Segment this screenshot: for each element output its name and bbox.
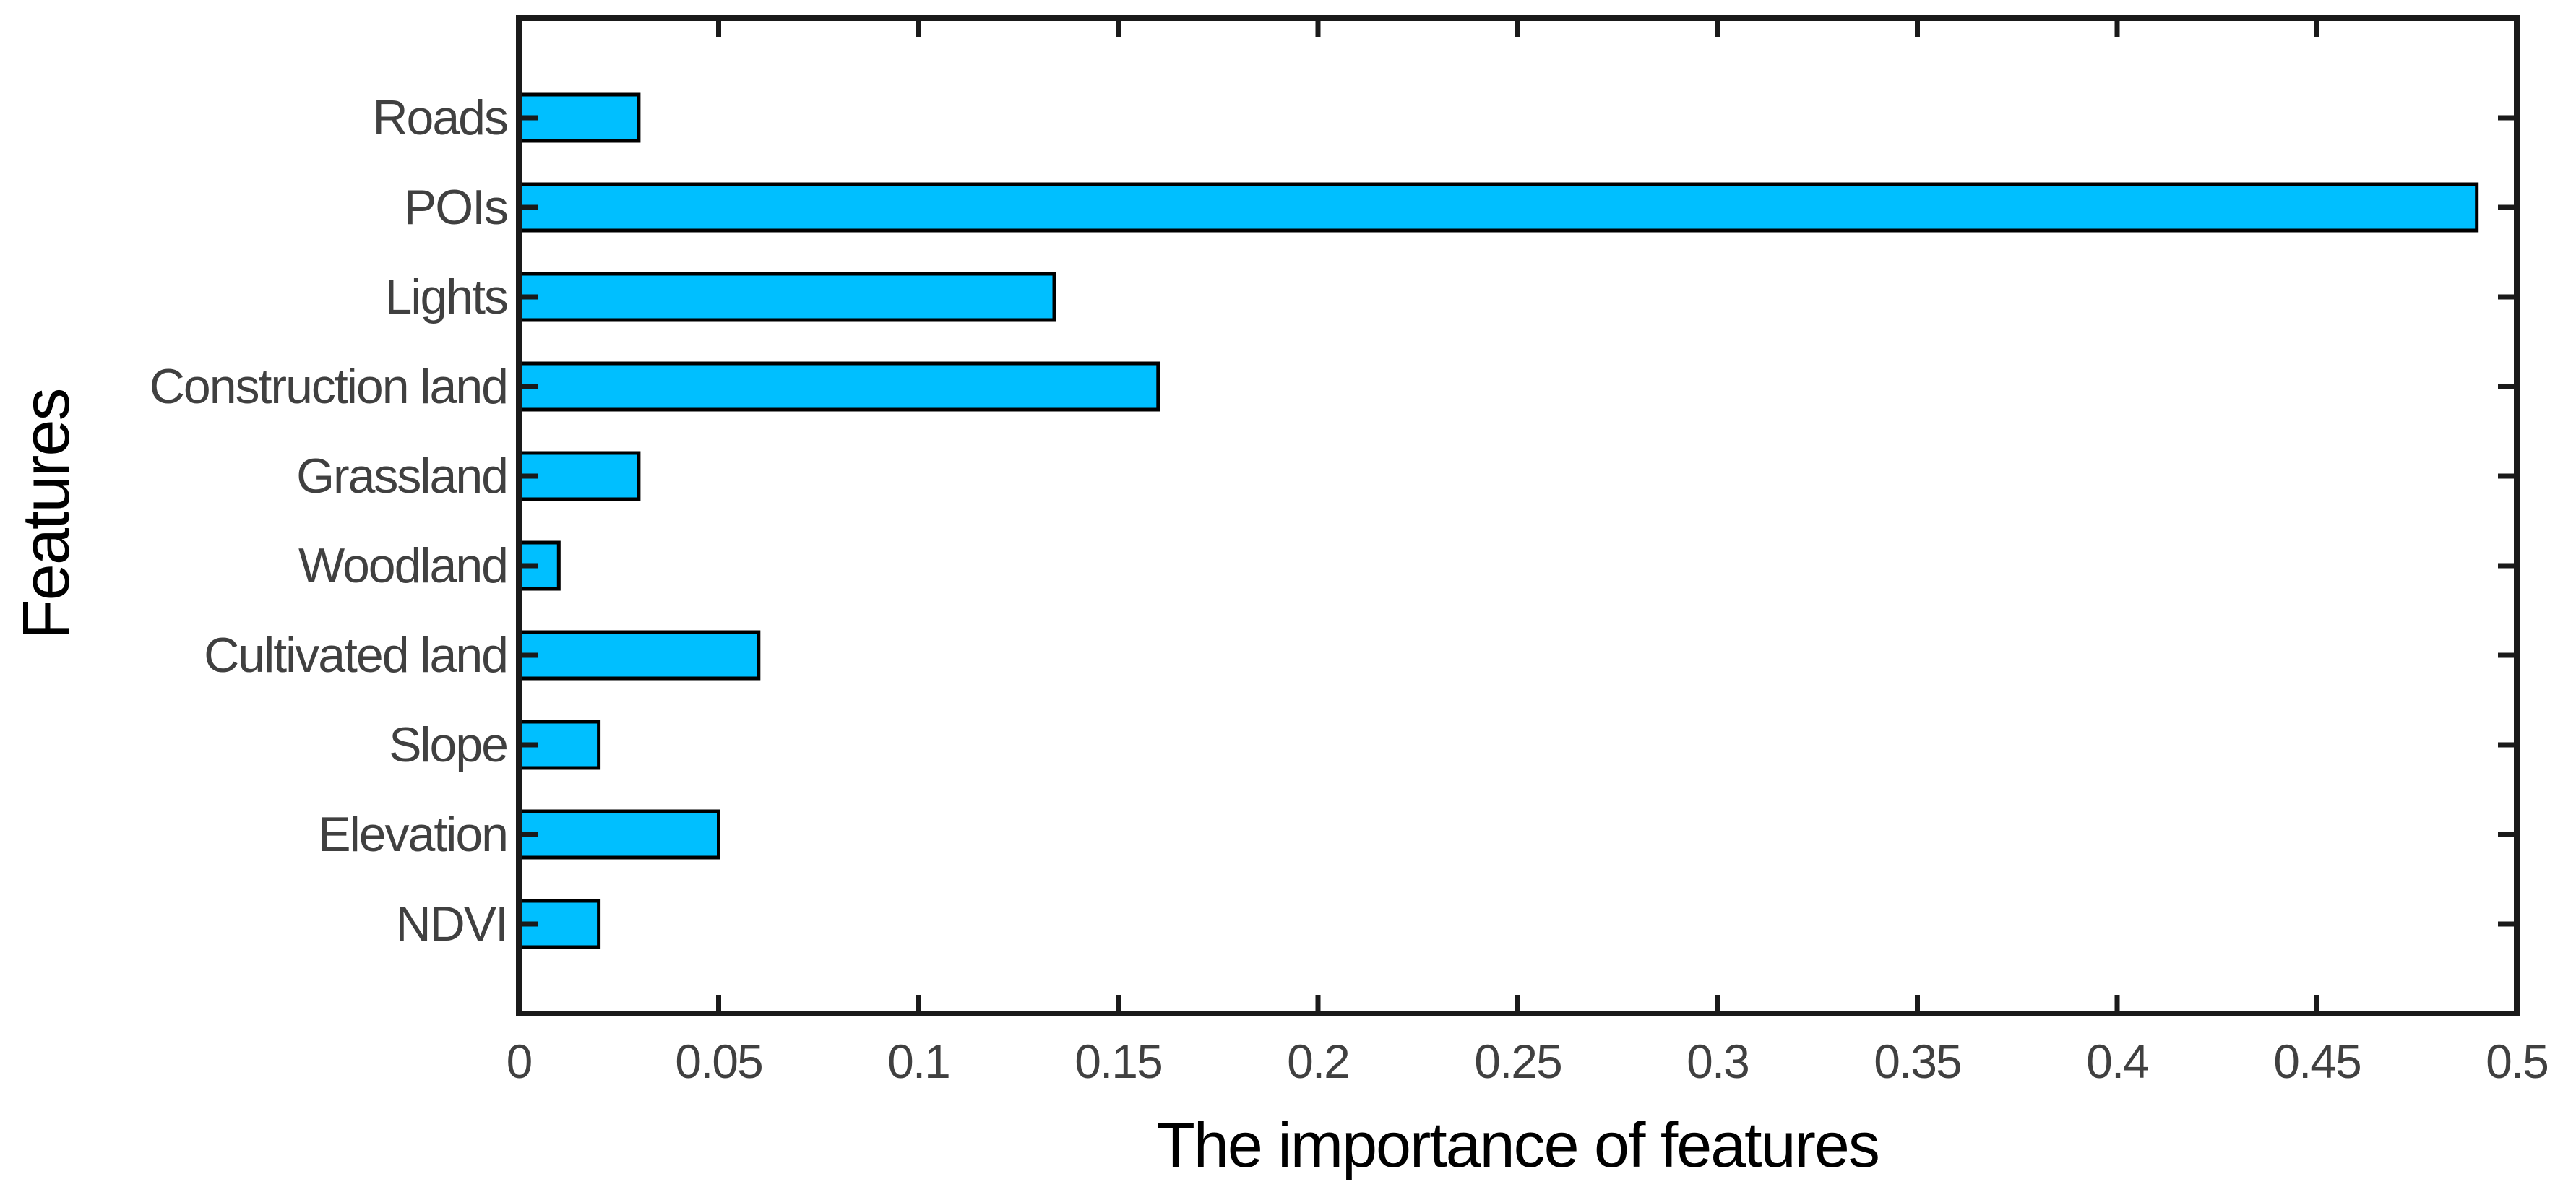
- x-tick-label-0.15: 0.15: [1074, 1035, 1161, 1088]
- bar-grassland: [517, 451, 641, 501]
- x-tick-label-0.25: 0.25: [1474, 1035, 1561, 1088]
- labels-layer: Roads POIs Lights Construction land Grasslan…: [150, 90, 2549, 1088]
- category-label-cultivated-land: Cultivated land: [204, 628, 507, 683]
- x-tick-label-0.45: 0.45: [2273, 1035, 2360, 1088]
- category-label-elevation: Elevation: [318, 807, 507, 862]
- category-label-slope: Slope: [389, 717, 507, 772]
- axes-box: [516, 15, 2520, 1016]
- bar-construction-land: [517, 361, 1160, 412]
- x-tick-label-0.35: 0.35: [1874, 1035, 1960, 1088]
- category-label-woodland: Woodland: [298, 538, 507, 593]
- x-tick-label-0.1: 0.1: [887, 1035, 949, 1088]
- category-label-construction-land: Construction land: [150, 359, 507, 414]
- category-label-roads: Roads: [372, 90, 507, 145]
- category-label-ndvi: NDVI: [396, 897, 507, 951]
- x-axis-title: The importance of features: [1156, 1109, 1879, 1180]
- category-label-grassland: Grassland: [296, 449, 507, 504]
- category-label-pois: POIs: [404, 180, 507, 235]
- x-tick-label-0: 0: [507, 1035, 532, 1088]
- x-tick-label-0.4: 0.4: [2086, 1035, 2148, 1088]
- x-tick-label-0.3: 0.3: [1687, 1035, 1749, 1088]
- x-tick-label-0.2: 0.2: [1287, 1035, 1349, 1088]
- y-axis-title: Features: [9, 389, 83, 639]
- bar-elevation: [517, 809, 720, 860]
- bars-layer: [517, 92, 2479, 949]
- bar-lights: [517, 272, 1056, 322]
- x-tick-label-0.05: 0.05: [675, 1035, 762, 1088]
- axes-layer: [516, 15, 2520, 1016]
- category-label-lights: Lights: [385, 269, 507, 324]
- bar-pois: [517, 182, 2479, 233]
- bar-cultivated-land: [517, 630, 761, 681]
- x-tick-label-0.5: 0.5: [2486, 1035, 2548, 1088]
